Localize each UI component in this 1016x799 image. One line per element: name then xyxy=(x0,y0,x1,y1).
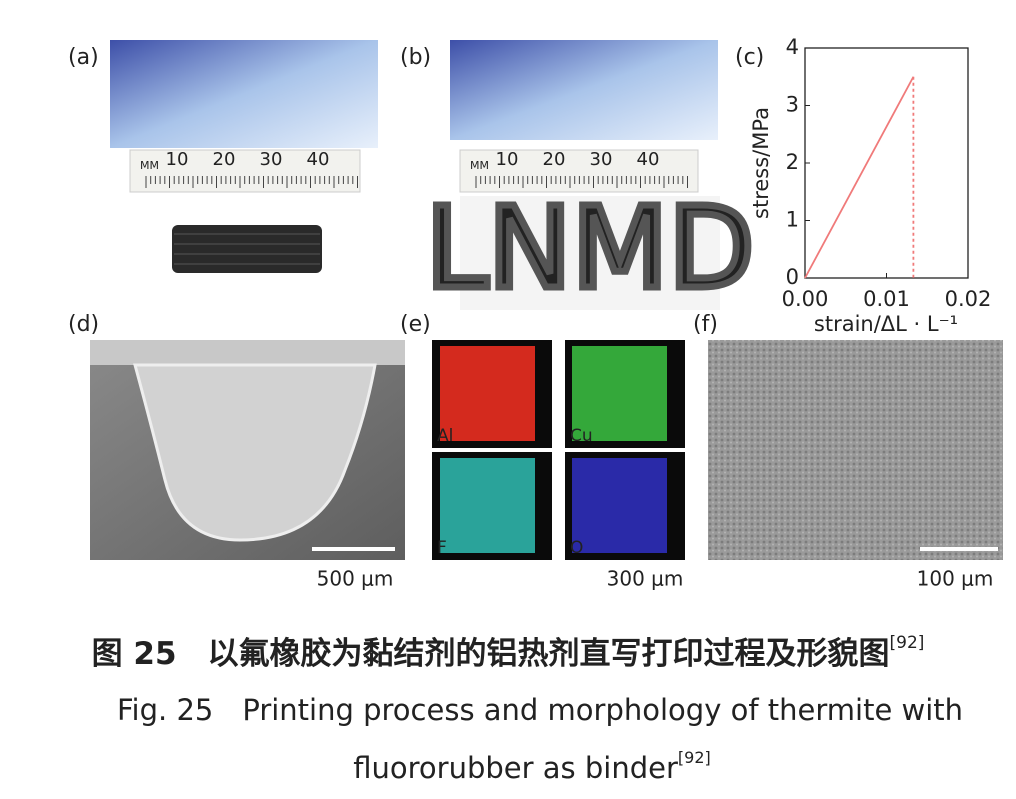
caption-cn-text: 图 25 以氟橡胶为黏结剂的铝热剂直写打印过程及形貌图 xyxy=(92,636,890,672)
ruler-number: 40 xyxy=(637,149,660,170)
caption-en-ref: [92] xyxy=(678,748,711,767)
scale-bar-label: 300 μm xyxy=(607,567,684,591)
ruler-a xyxy=(129,149,361,193)
series-line xyxy=(804,76,915,279)
y-axis-label: stress/MPa xyxy=(749,107,773,219)
panel-label: (a) xyxy=(68,45,99,70)
sem-surface xyxy=(708,340,1003,560)
ruler-number: 30 xyxy=(590,149,613,170)
caption-en-text: fluororubber as binder xyxy=(353,751,678,785)
panel-label: (b) xyxy=(400,45,431,70)
y-tick-label: 0 xyxy=(786,265,799,289)
y-tick-label: 3 xyxy=(786,93,799,117)
caption-cn-ref: [92] xyxy=(890,633,925,653)
eds-o xyxy=(572,458,667,553)
y-tick-label: 4 xyxy=(786,35,799,59)
ruler-unit: MM xyxy=(140,159,159,172)
x-tick-label: 0.02 xyxy=(945,287,992,311)
eds-label: Cu xyxy=(570,426,593,446)
plot-frame xyxy=(804,47,969,279)
eds-label: O xyxy=(570,538,583,558)
eds-label: Al xyxy=(437,426,453,446)
panel-label: (c) xyxy=(735,45,764,70)
printed-word: LNMD xyxy=(425,184,754,314)
ruler-number: 20 xyxy=(543,149,566,170)
panel-label: (e) xyxy=(400,312,431,337)
eds-cu xyxy=(572,346,667,441)
panel-label: (d) xyxy=(68,312,99,337)
scale-bar-label: 500 μm xyxy=(317,567,394,591)
eds-al xyxy=(440,346,535,441)
ruler-number: 10 xyxy=(166,149,189,170)
y-tick-label: 1 xyxy=(786,208,799,232)
photo-setup-b xyxy=(450,40,718,140)
caption-cn: 图 25 以氟橡胶为黏结剂的铝热剂直写打印过程及形貌图[92] xyxy=(92,633,925,672)
photo-lnmd xyxy=(460,196,720,310)
ruler-unit: MM xyxy=(470,159,489,172)
y-tick-label: 2 xyxy=(786,150,799,174)
x-tick-label: 0.00 xyxy=(782,287,829,311)
ruler-number: 40 xyxy=(307,149,330,170)
photo-setup-a xyxy=(110,40,378,148)
eds-label: F xyxy=(437,538,447,558)
rods xyxy=(172,225,322,273)
eds-f xyxy=(440,458,535,553)
ruler-number: 20 xyxy=(213,149,236,170)
panel-label: (f) xyxy=(693,312,718,337)
ruler-number: 10 xyxy=(496,149,519,170)
x-tick-label: 0.01 xyxy=(863,287,910,311)
caption-en-2: fluororubber as binder[92] xyxy=(353,748,710,786)
scale-bar-label: 100 μm xyxy=(917,567,994,591)
caption-en-1: Fig. 25 Printing process and morphology … xyxy=(117,693,963,727)
ruler-number: 30 xyxy=(260,149,283,170)
x-axis-label: strain/ΔL · L⁻¹ xyxy=(814,312,958,336)
